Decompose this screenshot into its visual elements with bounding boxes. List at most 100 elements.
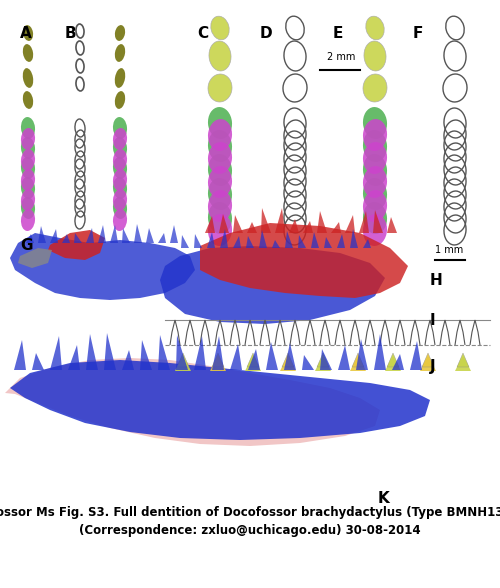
Ellipse shape — [21, 169, 35, 191]
Ellipse shape — [208, 214, 232, 246]
Ellipse shape — [113, 169, 127, 191]
Polygon shape — [410, 341, 422, 370]
Polygon shape — [320, 349, 332, 370]
Polygon shape — [245, 355, 261, 371]
Text: Docofossor Ms Fig. S3. Full dentition of Docofossor brachydactylus (Type BMNH131: Docofossor Ms Fig. S3. Full dentition of… — [0, 506, 500, 519]
Polygon shape — [122, 228, 130, 243]
Polygon shape — [422, 353, 434, 367]
Polygon shape — [62, 234, 70, 243]
Ellipse shape — [21, 128, 35, 150]
Polygon shape — [387, 217, 397, 233]
Ellipse shape — [115, 68, 125, 88]
Polygon shape — [5, 358, 380, 446]
Polygon shape — [298, 235, 306, 248]
Text: F: F — [412, 26, 423, 42]
Text: H: H — [430, 273, 443, 289]
Polygon shape — [122, 350, 134, 370]
Polygon shape — [177, 353, 189, 367]
Polygon shape — [146, 228, 154, 243]
Ellipse shape — [363, 202, 387, 234]
Ellipse shape — [23, 44, 33, 62]
Polygon shape — [200, 223, 408, 298]
Ellipse shape — [208, 154, 232, 186]
Polygon shape — [98, 225, 106, 243]
Polygon shape — [261, 208, 271, 233]
Polygon shape — [194, 234, 202, 248]
Ellipse shape — [209, 41, 231, 71]
Polygon shape — [374, 334, 386, 370]
Text: B: B — [65, 26, 76, 42]
Polygon shape — [181, 235, 189, 248]
Polygon shape — [74, 233, 82, 243]
Polygon shape — [280, 355, 296, 371]
Polygon shape — [140, 340, 152, 370]
Polygon shape — [266, 342, 278, 370]
Ellipse shape — [366, 16, 384, 40]
Polygon shape — [359, 211, 369, 233]
Ellipse shape — [23, 25, 33, 41]
Ellipse shape — [21, 177, 35, 199]
Ellipse shape — [21, 189, 35, 211]
Ellipse shape — [113, 189, 127, 211]
Text: I: I — [430, 313, 436, 328]
Polygon shape — [10, 360, 430, 440]
Polygon shape — [317, 353, 329, 367]
Polygon shape — [219, 214, 229, 233]
Ellipse shape — [115, 25, 125, 41]
Ellipse shape — [21, 197, 35, 219]
Polygon shape — [350, 229, 358, 248]
Polygon shape — [387, 353, 399, 367]
Ellipse shape — [208, 178, 232, 210]
Ellipse shape — [364, 41, 386, 71]
Ellipse shape — [113, 197, 127, 219]
Polygon shape — [233, 215, 243, 233]
Ellipse shape — [113, 149, 127, 171]
Polygon shape — [110, 225, 118, 243]
Polygon shape — [220, 229, 228, 248]
Ellipse shape — [363, 119, 387, 151]
Polygon shape — [285, 231, 293, 248]
Ellipse shape — [208, 142, 232, 174]
Polygon shape — [38, 226, 46, 243]
Text: 2 mm: 2 mm — [327, 52, 356, 62]
Polygon shape — [317, 211, 327, 233]
Ellipse shape — [208, 74, 232, 102]
Polygon shape — [194, 336, 206, 370]
Ellipse shape — [208, 190, 232, 222]
Ellipse shape — [211, 16, 229, 40]
Polygon shape — [331, 222, 341, 233]
Polygon shape — [48, 230, 105, 260]
Polygon shape — [392, 354, 404, 370]
Polygon shape — [86, 228, 94, 243]
Polygon shape — [170, 225, 178, 243]
Text: C: C — [198, 26, 208, 42]
Ellipse shape — [363, 107, 387, 139]
Polygon shape — [315, 355, 331, 371]
Ellipse shape — [21, 157, 35, 179]
Polygon shape — [26, 234, 34, 243]
Ellipse shape — [113, 128, 127, 150]
Ellipse shape — [363, 142, 387, 174]
Text: K: K — [378, 491, 389, 506]
Polygon shape — [104, 333, 116, 370]
Polygon shape — [457, 353, 469, 367]
Polygon shape — [284, 343, 296, 370]
Polygon shape — [10, 233, 195, 300]
Polygon shape — [259, 230, 267, 248]
Bar — [0, 496, 500, 588]
Ellipse shape — [113, 117, 127, 139]
Ellipse shape — [363, 74, 387, 102]
Polygon shape — [158, 335, 170, 370]
Text: D: D — [260, 26, 272, 42]
Ellipse shape — [208, 107, 232, 139]
Ellipse shape — [208, 202, 232, 234]
Ellipse shape — [21, 209, 35, 231]
Polygon shape — [207, 232, 215, 248]
Polygon shape — [337, 234, 345, 248]
Polygon shape — [246, 236, 254, 248]
Ellipse shape — [113, 209, 127, 231]
Polygon shape — [18, 248, 52, 268]
Ellipse shape — [21, 117, 35, 139]
Polygon shape — [205, 216, 215, 233]
Polygon shape — [248, 349, 260, 370]
